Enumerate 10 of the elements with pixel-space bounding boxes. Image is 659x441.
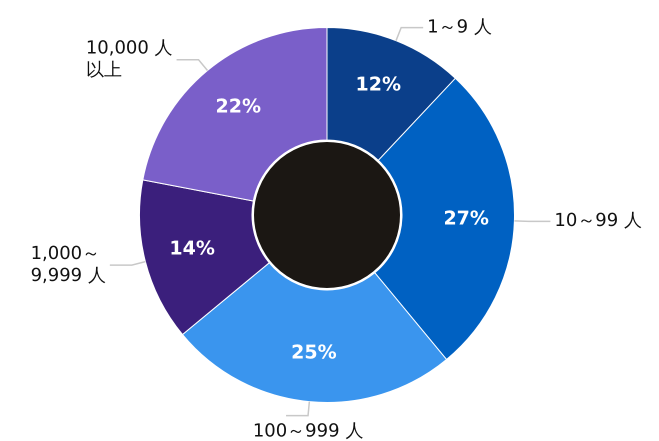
data-label: 12%: [356, 73, 402, 96]
data-label: 14%: [169, 238, 215, 260]
data-label: 22%: [215, 96, 261, 118]
data-label: 25%: [291, 342, 337, 364]
slice-label: 100～999 人: [252, 420, 364, 441]
slice-label: 10,000 人以上: [86, 37, 173, 80]
slice-label: 1～9 人: [427, 16, 492, 38]
data-label: 27%: [443, 207, 489, 230]
slice-label: 10～99 人: [554, 210, 642, 231]
slice-label: 1,000～9,999 人: [30, 242, 106, 286]
